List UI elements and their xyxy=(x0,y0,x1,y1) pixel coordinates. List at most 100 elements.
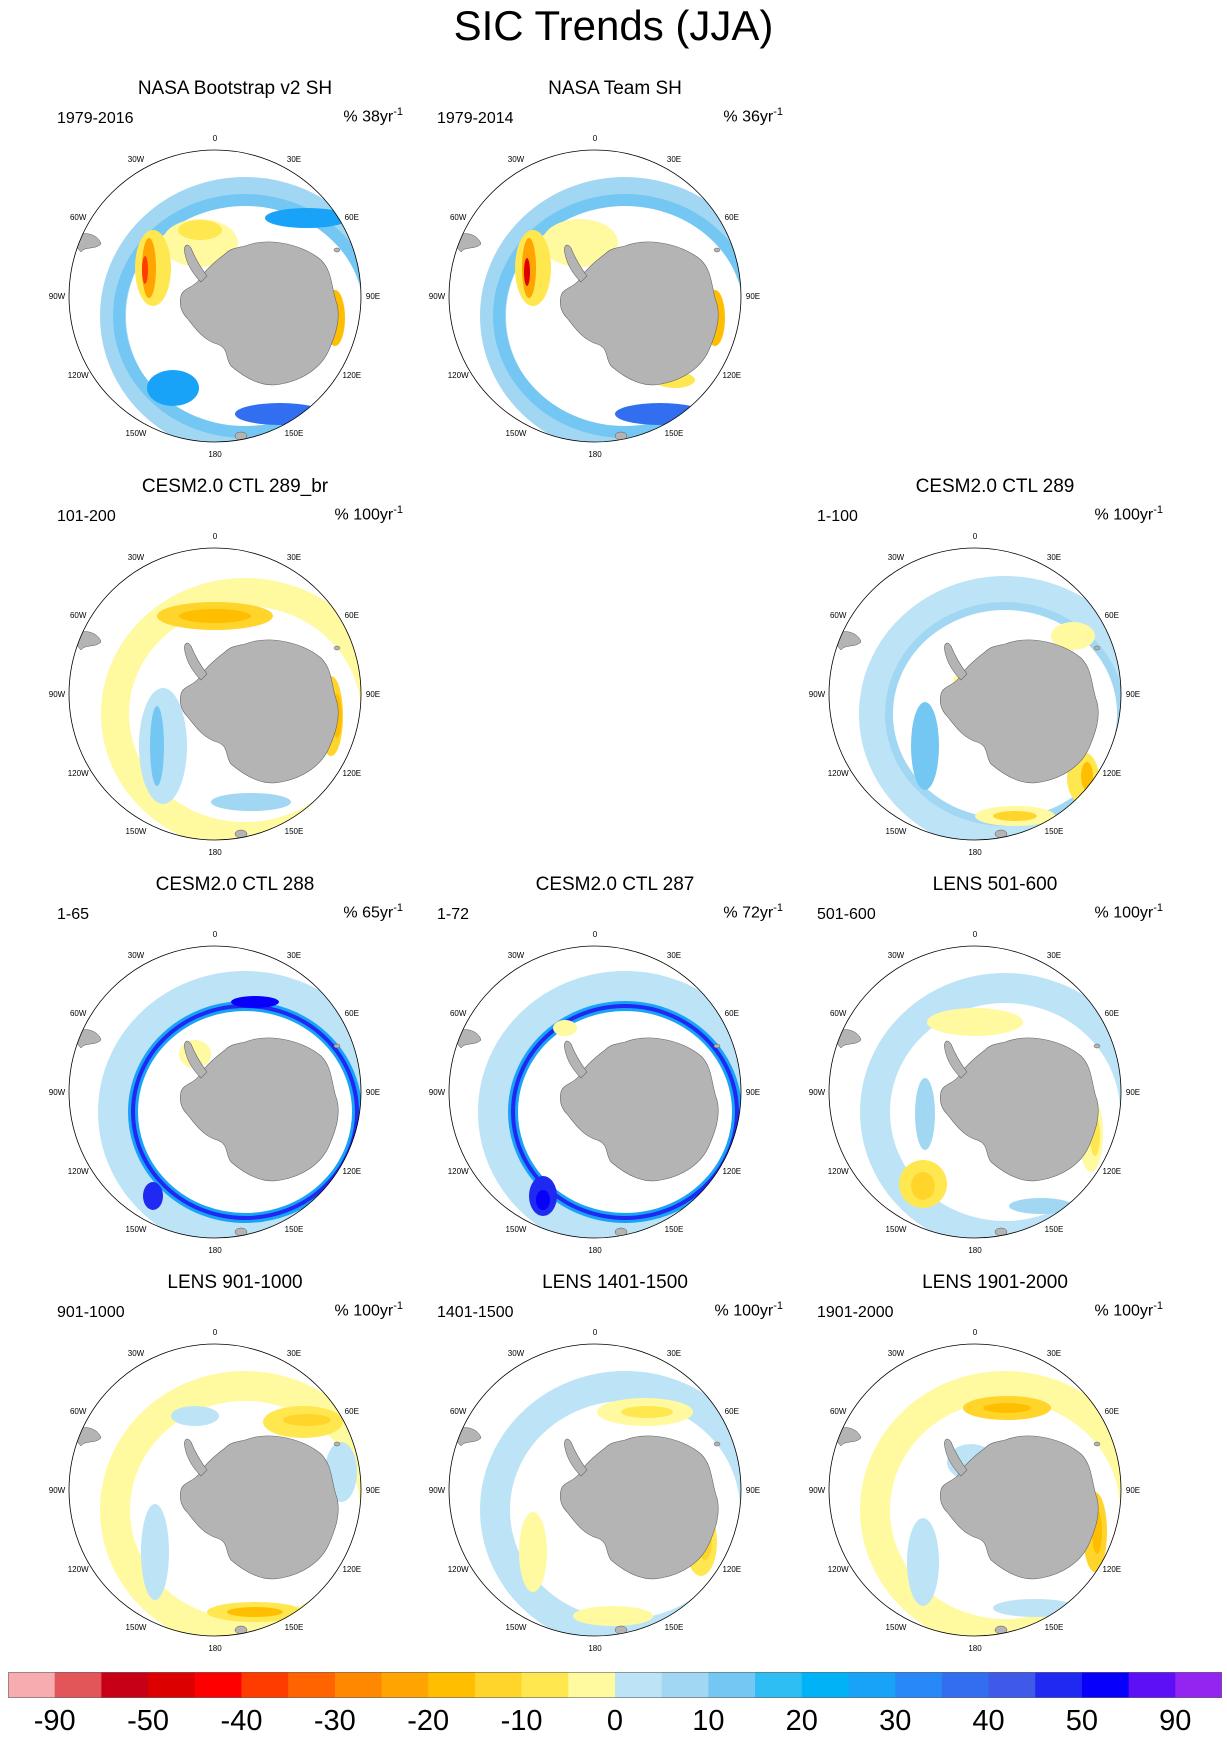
colorbar-frame xyxy=(8,1672,1222,1698)
sic-trend-band xyxy=(860,973,1121,1238)
panel-period: 101-200 xyxy=(57,508,116,525)
sic-trend-patch xyxy=(178,220,222,240)
kerguelen-island xyxy=(333,1043,341,1049)
colorbar-swatch xyxy=(8,1672,56,1698)
sic-trend-patch xyxy=(542,219,618,267)
longitude-label: 30W xyxy=(508,155,525,164)
sic-trend-patch xyxy=(142,256,148,284)
panel-units-exponent: -1 xyxy=(1153,1300,1163,1312)
panel-units-base: % 100yr xyxy=(1094,506,1154,524)
longitude-label: 90W xyxy=(809,1486,826,1495)
longitude-label: 120E xyxy=(342,371,361,380)
colorbar-swatch xyxy=(708,1672,756,1698)
antarctic-peninsula xyxy=(184,1438,208,1477)
longitude-label: 30E xyxy=(1047,1349,1061,1358)
panel-units-exponent: -1 xyxy=(393,106,403,118)
panel-period: 1-72 xyxy=(437,906,470,923)
colorbar-tick-label: -90 xyxy=(34,1705,76,1734)
polar-map: 0 30E 60E 90E 120E 150E 180 150W 120W 90W 60W 30W xyxy=(809,930,1140,1254)
longitude-label: 0 xyxy=(973,532,978,541)
colorbar-tick-label: -10 xyxy=(501,1705,543,1734)
longitude-label: 30W xyxy=(128,155,145,164)
sic-trend-patch xyxy=(141,1504,169,1600)
colorbar: -90 -50 -40 -30 -20 -10 0 10 20 30 40 50 90 xyxy=(8,1672,1223,1737)
longitude-label: 60W xyxy=(830,1407,847,1416)
map-panel-ctl289: CESM2.0 CTL 289 1-100 % 100yr-1 0 30E 60E 90E 1… xyxy=(805,476,1185,856)
longitude-label: 90W xyxy=(429,292,446,301)
longitude-label: 60E xyxy=(345,1407,359,1416)
longitude-label: 60W xyxy=(830,1009,847,1018)
longitude-label: 30E xyxy=(1047,553,1061,562)
panel-title: LENS 1901-2000 xyxy=(922,1272,1068,1293)
longitude-label: 60W xyxy=(70,1407,87,1416)
kerguelen-island xyxy=(713,1441,721,1447)
antarctic-peninsula xyxy=(184,642,208,681)
polar-map: 0 30E 60E 90E 120E 150E 180 150W 120W 90W 60W 30W xyxy=(429,1328,760,1652)
panel-units: % 38yr-1 xyxy=(343,106,403,126)
sic-trend-patch xyxy=(231,996,279,1008)
polar-map: 0 30E 60E 90E 120E 150E 180 150W 120W 90W 60W 30W xyxy=(809,1328,1140,1652)
longitude-label: 90E xyxy=(746,292,760,301)
longitude-label: 30W xyxy=(128,951,145,960)
colorbar-swatch xyxy=(801,1672,849,1698)
sic-trend-band xyxy=(493,194,741,438)
map-panel-ctl287: CESM2.0 CTL 287 1-72 % 72yr-1 0 30E 60E 90E 120… xyxy=(425,874,805,1254)
longitude-label: 60E xyxy=(725,1009,739,1018)
longitude-label: 60W xyxy=(70,611,87,620)
sic-trend-patch xyxy=(235,403,325,425)
colorbar-tick-label: 50 xyxy=(1066,1705,1098,1734)
colorbar-swatch xyxy=(988,1672,1036,1698)
sic-trend-patch xyxy=(265,208,349,228)
longitude-label: 120E xyxy=(722,1167,741,1176)
colorbar-tick-label: -40 xyxy=(221,1705,263,1734)
longitude-label: 120E xyxy=(342,769,361,778)
sic-trend-patch xyxy=(524,258,530,286)
colorbar-swatch xyxy=(1128,1672,1176,1698)
longitude-label: 30W xyxy=(508,951,525,960)
colorbar-swatch xyxy=(54,1672,102,1698)
kerguelen-island xyxy=(333,645,341,651)
longitude-label: 30E xyxy=(667,951,681,960)
longitude-label: 150E xyxy=(1045,1623,1064,1632)
polar-map: 0 30E 60E 90E 120E 150E 180 150W 120W 90W 60W 30W xyxy=(429,930,760,1254)
longitude-label: 180 xyxy=(208,848,222,856)
colorbar-tick-label: -30 xyxy=(314,1705,356,1734)
longitude-label: 120E xyxy=(1102,769,1121,778)
panel-period: 1-100 xyxy=(817,508,858,525)
panel-units-exponent: -1 xyxy=(393,1300,403,1312)
polar-map: 0 30E 60E 90E 120E 150E 180 150W 120W 90W 60W 30W xyxy=(49,1328,380,1652)
map-frame xyxy=(828,945,1122,1239)
panel-units-base: % 100yr xyxy=(1094,904,1154,922)
map-panel-lens501: LENS 501-600 501-600 % 100yr-1 0 30E 60E 90E 12… xyxy=(805,874,1185,1254)
panel-title: LENS 901-1000 xyxy=(167,1272,303,1293)
antarctic-peninsula xyxy=(564,1040,588,1079)
sic-trend-band xyxy=(480,1371,741,1636)
map-panel-nasa-team: NASA Team SH 1979-2014 % 36yr-1 0 30E 60E 90E 1… xyxy=(425,78,805,458)
panel-title: CESM2.0 CTL 289_br xyxy=(141,476,329,497)
longitude-label: 30W xyxy=(128,553,145,562)
longitude-label: 60E xyxy=(1105,1009,1119,1018)
longitude-label: 90E xyxy=(366,1486,380,1495)
sic-trend-patch xyxy=(171,1406,219,1426)
longitude-label: 90W xyxy=(49,1088,66,1097)
panel-units: % 36yr-1 xyxy=(723,106,783,126)
longitude-label: 30E xyxy=(287,1349,301,1358)
sic-trend-band xyxy=(131,1004,360,1220)
colorbar-swatch xyxy=(428,1672,476,1698)
panel-units: % 100yr-1 xyxy=(1095,504,1163,524)
longitude-label: 30W xyxy=(888,553,905,562)
longitude-label: 120W xyxy=(828,1167,849,1176)
sic-trend-patch xyxy=(1051,622,1095,650)
polar-map: 0 30E 60E 90E 120E 150E 180 150W 120W 90W 60W 30W xyxy=(49,930,380,1254)
sic-trend-patch xyxy=(147,370,199,406)
longitude-label: 90W xyxy=(49,690,66,699)
antarctic-peninsula xyxy=(564,1438,588,1477)
longitude-label: 180 xyxy=(968,848,982,856)
colorbar-swatch xyxy=(194,1672,242,1698)
panel-units-base: % 36yr xyxy=(723,108,774,126)
panel-units: % 100yr-1 xyxy=(715,1300,783,1320)
sic-trend-band xyxy=(100,1371,361,1636)
colorbar-swatch xyxy=(381,1672,429,1698)
polar-map: 0 30E 60E 90E 120E 150E 180 150W 120W 90W 60W 30W xyxy=(49,532,380,856)
map-frame xyxy=(828,1343,1122,1637)
